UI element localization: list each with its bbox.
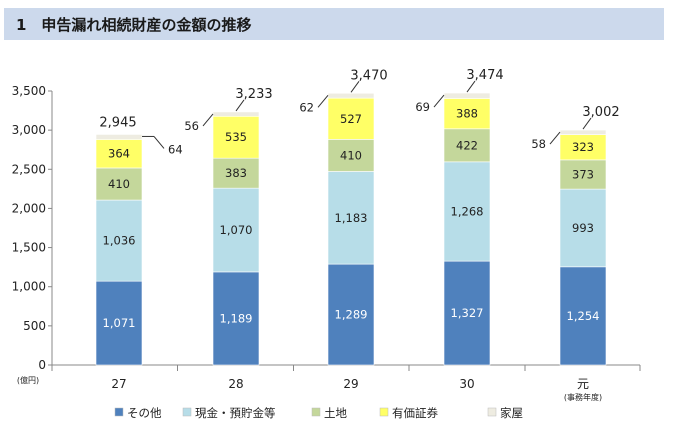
y-tick-label: 1,000 (12, 280, 46, 294)
x-tick-label: 30 (459, 377, 474, 391)
segment-value-label: 527 (340, 112, 362, 126)
x-tick-label: 元 (577, 377, 589, 391)
bar-segment-0 (212, 271, 260, 366)
segment-value-label: 410 (340, 148, 362, 162)
page-title: 1 申告漏れ相続財産の金額の推移 (16, 16, 252, 34)
segment-value-label: 69 (415, 100, 430, 114)
leader-line (317, 94, 329, 108)
bar-segment-2 (212, 157, 260, 189)
segment-value-label: 1,254 (567, 309, 600, 323)
total-value-label: 3,233 (235, 87, 272, 102)
legend-label: 土地 (324, 406, 347, 420)
segment-value-label: 1,183 (335, 211, 368, 225)
bar-segment-1 (212, 187, 260, 273)
y-tick-label: 3,000 (12, 123, 46, 137)
segment-value-label: 62 (299, 100, 314, 114)
segment-value-label: 1,070 (220, 223, 253, 237)
y-unit-label: (億円) (17, 375, 39, 385)
segment-value-label: 535 (225, 130, 247, 144)
leader-line (433, 94, 445, 108)
segment-value-label: 993 (572, 221, 594, 235)
segment-value-label: 410 (108, 177, 130, 191)
bar-segment-0 (327, 263, 375, 366)
y-tick-label: 1,500 (12, 241, 46, 255)
y-tick-label: 3,500 (12, 84, 46, 98)
x-unit-label: (事務年度) (564, 392, 602, 402)
total-value-label: 3,470 (350, 68, 387, 83)
leader-line (582, 117, 592, 130)
bar-segment-3 (327, 97, 375, 140)
bar-segment-2 (443, 128, 491, 163)
legend-label: 家屋 (500, 406, 523, 420)
y-tick-label: 0 (38, 358, 46, 372)
bar-segment-3 (212, 115, 260, 159)
leader-line (153, 136, 165, 149)
x-tick-label: 29 (343, 377, 358, 391)
legend-swatch (114, 407, 124, 417)
bar-segment-2 (95, 167, 143, 201)
bar-segment-0 (443, 260, 491, 366)
segment-value-label: 364 (108, 147, 130, 161)
legend-swatch (379, 407, 389, 417)
segment-value-label: 1,289 (335, 308, 368, 322)
bar-segment-1 (559, 188, 607, 268)
bar-segment-1 (443, 161, 491, 262)
total-value-label: 2,945 (99, 115, 136, 130)
segment-value-label: 1,071 (103, 316, 136, 330)
bar-segment-0 (559, 266, 607, 366)
title-bar: 1 申告漏れ相続財産の金額の推移 (4, 8, 664, 40)
bar-segment-3 (443, 98, 491, 130)
legend-swatch (311, 407, 321, 417)
legend-label: その他 (127, 406, 162, 420)
segment-value-label: 1,189 (220, 311, 253, 325)
leader-line (235, 99, 245, 112)
y-tick-label: 500 (23, 319, 46, 333)
bar-segment-1 (327, 171, 375, 265)
segment-value-label: 1,036 (103, 234, 136, 248)
segment-value-label: 1,327 (451, 306, 484, 320)
leader-line (466, 80, 476, 93)
segment-value-label: 1,268 (451, 204, 484, 218)
y-tick-label: 2,500 (12, 162, 46, 176)
segment-value-label: 58 (531, 137, 546, 151)
bar-segment-4 (327, 92, 375, 99)
x-tick-label: 27 (111, 377, 126, 391)
x-tick-label: 28 (228, 377, 243, 391)
leader-line (549, 131, 561, 145)
segment-value-label: 64 (168, 142, 183, 156)
bar-segment-2 (327, 139, 375, 172)
bar-segment-4 (212, 111, 260, 117)
bar-segment-4 (95, 134, 143, 140)
leader-line (350, 80, 360, 93)
y-tick-label: 2,000 (12, 201, 46, 215)
bar-segment-3 (95, 139, 143, 169)
legend-swatch (182, 407, 192, 417)
bar-segment-4 (443, 92, 491, 99)
legend-label: 現金・預貯金等 (195, 406, 276, 420)
legend-label: 有価証券 (392, 406, 438, 420)
segment-value-label: 388 (456, 107, 478, 121)
leader-line (202, 113, 214, 127)
legend-swatch (487, 407, 497, 417)
segment-value-label: 383 (225, 166, 247, 180)
total-value-label: 3,002 (582, 105, 619, 120)
total-value-label: 3,474 (466, 68, 503, 83)
segment-value-label: 422 (456, 138, 478, 152)
bar-segment-2 (559, 159, 607, 190)
bar-segment-4 (559, 129, 607, 135)
segment-value-label: 56 (184, 119, 199, 133)
segment-value-label: 373 (572, 167, 594, 181)
segment-value-label: 323 (572, 140, 594, 154)
